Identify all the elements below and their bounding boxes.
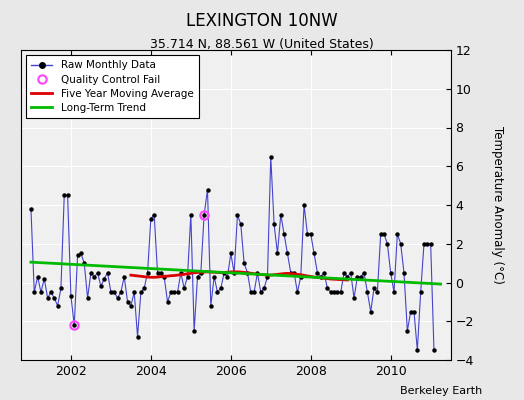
Text: 35.714 N, 88.561 W (United States): 35.714 N, 88.561 W (United States) bbox=[150, 38, 374, 51]
Text: Berkeley Earth: Berkeley Earth bbox=[400, 386, 482, 396]
Legend: Raw Monthly Data, Quality Control Fail, Five Year Moving Average, Long-Term Tren: Raw Monthly Data, Quality Control Fail, … bbox=[26, 55, 199, 118]
Text: LEXINGTON 10NW: LEXINGTON 10NW bbox=[186, 12, 338, 30]
Y-axis label: Temperature Anomaly (°C): Temperature Anomaly (°C) bbox=[490, 126, 504, 284]
